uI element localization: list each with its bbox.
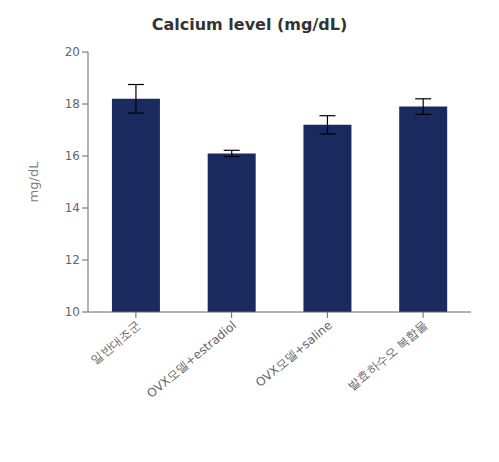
svg-text:OVX모델+estradiol: OVX모델+estradiol [144, 318, 239, 401]
svg-text:14: 14 [65, 201, 80, 215]
svg-text:발효하수오 복합물: 발효하수오 복합물 [345, 318, 430, 393]
svg-text:10: 10 [65, 305, 80, 319]
svg-text:20: 20 [65, 45, 80, 59]
svg-text:12: 12 [65, 253, 80, 267]
svg-text:일반대조군: 일반대조군 [88, 318, 143, 367]
svg-text:OVX모델+saline: OVX모델+saline [253, 318, 335, 390]
svg-text:18: 18 [65, 97, 80, 111]
html-text:Calcium level (mg/dL): Calcium level (mg/dL) [151, 15, 348, 34]
svg-text:mg/dL: mg/dL [26, 161, 41, 203]
svg-text:16: 16 [65, 149, 80, 163]
